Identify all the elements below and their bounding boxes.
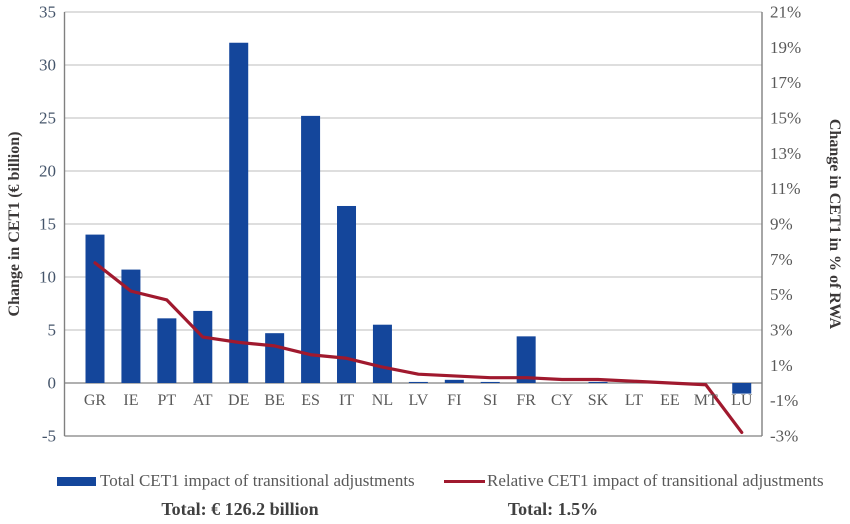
relative-impact-line [93,261,744,435]
right-axis-tick-label: 11% [770,179,801,198]
legend-item-total-cet1: Total CET1 impact of transitional adjust… [57,471,415,491]
y-axis-tick-label: 30 [39,56,56,75]
x-axis-category-label: SK [588,392,609,409]
y-axis-tick-label: 0 [48,374,57,393]
right-axis-tick-label: 13% [770,144,801,163]
y-axis-tick-label: 15 [39,215,56,234]
x-axis-category-label: IE [123,392,138,409]
x-axis-category-label: PT [158,392,177,409]
bar-si [480,381,500,383]
x-axis-category-label: IT [339,392,354,409]
bar-lv [408,381,428,383]
legend-item-relative-cet1: Relative CET1 impact of transitional adj… [444,471,824,491]
right-axis-tick-label: 19% [770,38,801,57]
y-axis-tick-label: 10 [39,268,56,287]
x-axis-category-label: NL [372,392,393,409]
legend-label-relative-cet1: Relative CET1 impact of transitional adj… [487,471,824,490]
bar-fr [516,336,536,383]
right-axis-tick-label: 7% [770,250,793,269]
y-axis-tick-label: 35 [39,3,56,22]
right-axis-tick-label: 5% [770,285,793,304]
y-axis-tick-label: 5 [48,321,57,340]
x-axis-category-label: AT [193,392,213,409]
right-axis-tick-label: 17% [770,73,801,92]
x-axis-category-label: LT [625,392,643,409]
bar-fi [444,379,464,383]
x-axis-category-label: MT [694,392,718,409]
x-axis-category-label: EE [660,392,680,409]
bar-series-total: Total: € 126.2 billion [161,499,319,519]
bar-de [229,42,249,384]
right-axis-tick-label: 15% [770,109,801,128]
left-axis-title: Change in CET1 (€ billion) [6,131,23,317]
bar-ie [121,269,141,383]
x-axis-category-label: SI [483,392,497,409]
legend-label-total-cet1: Total CET1 impact of transitional adjust… [100,471,415,490]
bar-sk [588,381,608,383]
x-axis-category-label: DE [228,392,249,409]
line-series-total: Total: 1.5% [507,499,599,519]
line-series-swatch-icon [444,479,485,483]
bar-es [301,115,321,383]
bar-series-swatch-icon [57,476,96,486]
y-axis-tick-label: 20 [39,162,56,181]
x-axis-category-label: LV [408,392,428,409]
bar-at [193,310,213,383]
right-axis-title: Change in CET1 in % of RWA [826,118,843,330]
bar-pt [157,318,177,383]
x-axis-category-label: LU [731,392,753,409]
right-axis-tick-label: -1% [770,391,798,410]
right-axis-tick-label: 21% [770,3,801,22]
x-axis-category-label: FI [447,392,461,409]
y-axis-tick-label: -5 [42,427,56,446]
bar-nl [372,324,392,383]
right-axis-tick-label: -3% [770,427,798,446]
bar-it [337,205,357,383]
bar-be [265,333,285,383]
right-axis-tick-label: 3% [770,321,793,340]
right-axis-tick-label: 1% [770,356,793,375]
x-axis-category-label: BE [264,392,284,409]
bar-lu [732,383,752,394]
x-axis-category-label: CY [551,392,574,409]
chart-plot-area: 35 30 25 20 15 10 5 0 -5 21% 19% 17% 15% 13% 11% 9% 7% 5%… [39,3,801,446]
x-axis-category-label: ES [301,392,320,409]
right-axis-tick-label: 9% [770,215,793,234]
x-axis-category-label: GR [84,392,107,409]
bar-gr [85,234,105,383]
x-axis-category-label: FR [516,392,536,409]
y-axis-tick-label: 25 [39,109,56,128]
